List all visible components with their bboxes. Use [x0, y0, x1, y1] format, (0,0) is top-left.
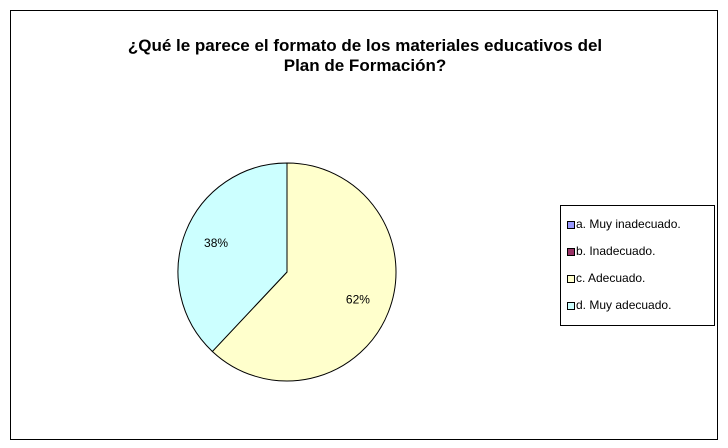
data-label: 38% [204, 236, 228, 250]
legend-swatch [567, 248, 575, 256]
legend-swatch [567, 221, 575, 229]
pie-slice [177, 162, 288, 353]
pie-slice [211, 162, 397, 382]
data-label: 62% [346, 292, 370, 306]
legend-swatch [567, 275, 575, 283]
legend-label: a. Muy inadecuado. [576, 217, 681, 231]
legend-label: b. Inadecuado. [576, 244, 655, 258]
legend-box [560, 205, 715, 326]
legend-swatch [567, 302, 575, 310]
legend-label: c. Adecuado. [576, 271, 645, 285]
legend-label: d. Muy adecuado. [576, 298, 671, 312]
chart-title: ¿Qué le parece el formato de los materia… [127, 36, 603, 75]
